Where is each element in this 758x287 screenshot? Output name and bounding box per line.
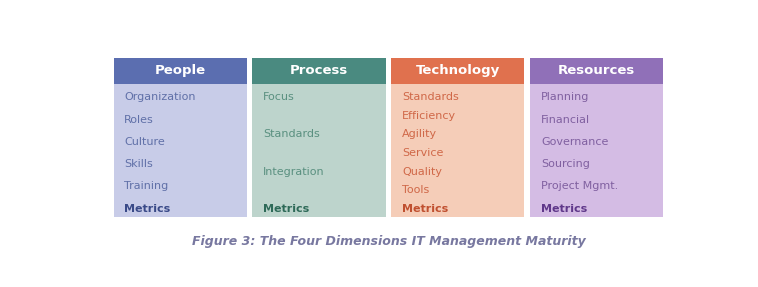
Text: Technology: Technology xyxy=(416,64,500,77)
Text: Project Mgmt.: Project Mgmt. xyxy=(541,181,619,191)
Text: Skills: Skills xyxy=(124,159,153,169)
FancyBboxPatch shape xyxy=(391,84,525,217)
Text: Governance: Governance xyxy=(541,137,608,147)
Text: Metrics: Metrics xyxy=(402,204,448,214)
Text: Agility: Agility xyxy=(402,129,437,139)
Text: Focus: Focus xyxy=(263,92,295,102)
FancyBboxPatch shape xyxy=(252,84,386,217)
Text: Resources: Resources xyxy=(558,64,635,77)
Text: Efficiency: Efficiency xyxy=(402,111,456,121)
Text: Integration: Integration xyxy=(263,166,324,177)
Text: Organization: Organization xyxy=(124,92,196,102)
Text: Metrics: Metrics xyxy=(263,204,309,214)
Text: Sourcing: Sourcing xyxy=(541,159,590,169)
FancyBboxPatch shape xyxy=(252,58,386,84)
Text: Tools: Tools xyxy=(402,185,429,195)
Text: Metrics: Metrics xyxy=(124,204,171,214)
FancyBboxPatch shape xyxy=(114,58,246,84)
Text: Training: Training xyxy=(124,181,168,191)
Text: Standards: Standards xyxy=(402,92,459,102)
Text: Metrics: Metrics xyxy=(541,204,587,214)
FancyBboxPatch shape xyxy=(531,84,663,217)
FancyBboxPatch shape xyxy=(391,58,525,84)
FancyBboxPatch shape xyxy=(114,84,246,217)
Text: Service: Service xyxy=(402,148,443,158)
Text: Figure 3: The Four Dimensions IT Management Maturity: Figure 3: The Four Dimensions IT Managem… xyxy=(192,234,585,248)
Text: Standards: Standards xyxy=(263,129,320,139)
Text: Financial: Financial xyxy=(541,115,590,125)
Text: Process: Process xyxy=(290,64,348,77)
Text: Roles: Roles xyxy=(124,115,154,125)
Text: Quality: Quality xyxy=(402,166,442,177)
Text: People: People xyxy=(155,64,205,77)
FancyBboxPatch shape xyxy=(531,58,663,84)
Text: Culture: Culture xyxy=(124,137,165,147)
Text: Planning: Planning xyxy=(541,92,589,102)
